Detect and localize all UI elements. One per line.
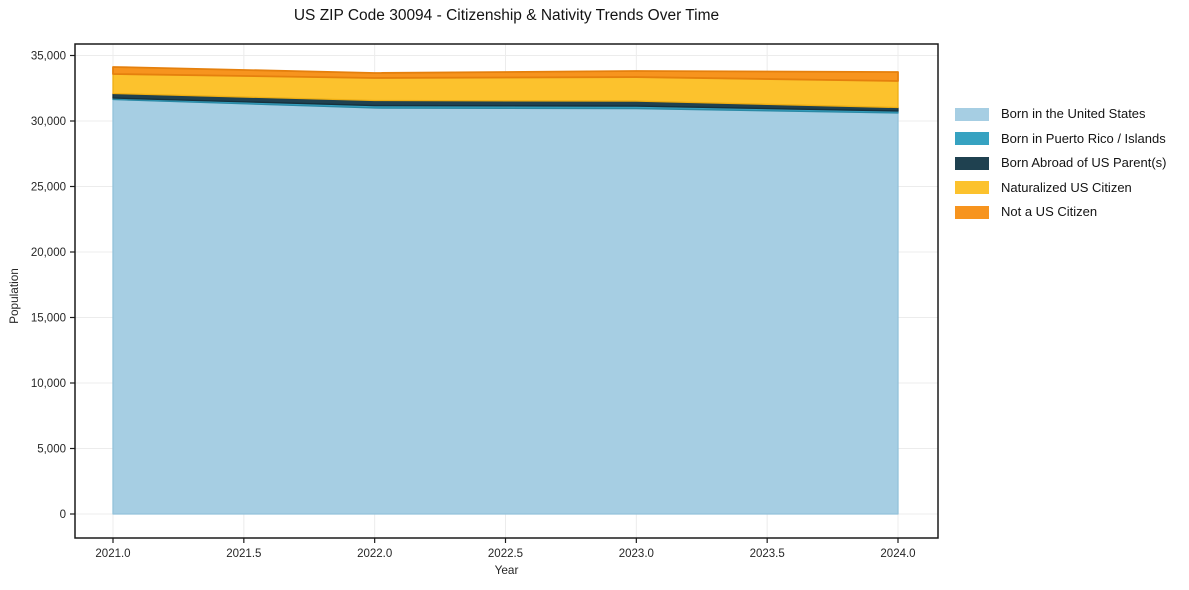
x-tick-label: 2023.5 xyxy=(750,548,785,560)
y-tick-label: 20,000 xyxy=(31,247,66,259)
legend-swatch xyxy=(955,156,989,170)
legend-swatch xyxy=(955,107,989,121)
legend-swatch xyxy=(955,205,989,219)
legend-item-not-a-us-citizen: Not a US Citizen xyxy=(955,205,1166,219)
legend-label: Born in Puerto Rico / Islands xyxy=(1001,130,1166,146)
x-tick-label: 2021.5 xyxy=(226,548,261,560)
x-tick-label: 2024.0 xyxy=(880,548,915,560)
legend-item-born-in-the-united-states: Born in the United States xyxy=(955,107,1166,121)
legend-label: Born in the United States xyxy=(1001,106,1146,121)
x-tick-label: 2022.5 xyxy=(488,548,523,560)
area-born-in-the-united-states xyxy=(112,98,899,515)
y-tick-label: 15,000 xyxy=(31,313,66,325)
y-tick-label: 0 xyxy=(60,509,66,521)
legend-label: Not a US Citizen xyxy=(1001,204,1098,219)
legend-item-born-in-puerto-rico-islands: Born in Puerto Rico / Islands xyxy=(955,130,1166,146)
y-tick-label: 10,000 xyxy=(31,378,66,390)
legend-swatch xyxy=(955,132,989,145)
x-axis-label: Year xyxy=(494,563,519,577)
y-tick-label: 30,000 xyxy=(31,116,66,128)
legend-item-born-abroad-of-us-parent-s: Born Abroad of US Parent(s) xyxy=(955,156,1166,170)
legend-swatch xyxy=(955,181,989,194)
x-tick-label: 2022.0 xyxy=(357,548,392,560)
x-tick-label: 2021.0 xyxy=(95,548,130,560)
plot-border xyxy=(74,43,939,539)
y-tick-label: 5,000 xyxy=(37,444,66,456)
y-tick-label: 35,000 xyxy=(31,51,66,63)
chart-title: US ZIP Code 30094 - Citizenship & Nativi… xyxy=(293,7,720,24)
y-tick-label: 25,000 xyxy=(31,182,66,194)
x-tick-label: 2023.0 xyxy=(619,548,654,560)
legend-item-naturalized-us-citizen: Naturalized US Citizen xyxy=(955,179,1166,195)
legend: Born in the United States Born in Puerto … xyxy=(955,107,1166,219)
y-axis-label: Population xyxy=(7,268,21,324)
legend-label: Born Abroad of US Parent(s) xyxy=(1001,155,1167,170)
legend-label: Naturalized US Citizen xyxy=(1001,179,1132,195)
area-not-a-us-citizen xyxy=(112,66,899,82)
